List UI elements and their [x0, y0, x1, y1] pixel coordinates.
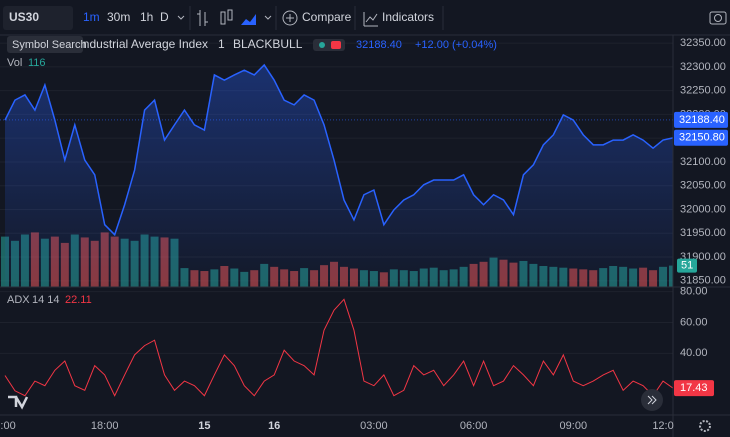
- compare-icon[interactable]: [286, 14, 294, 22]
- market-status: [319, 42, 325, 48]
- tooltip: [7, 36, 83, 53]
- logo[interactable]: [8, 395, 29, 410]
- y-tick-label: 32100.00: [680, 156, 726, 168]
- price-area: [5, 64, 673, 288]
- price-label-box: [674, 111, 728, 128]
- interval[interactable]: D: [160, 10, 169, 24]
- price-line: [4, 63, 673, 237]
- y-tick-label: 32250.00: [680, 85, 726, 97]
- compare-icon[interactable]: [282, 10, 298, 26]
- y-tick-label: 40.00: [680, 347, 708, 359]
- dropdown-icon[interactable]: [177, 15, 185, 20]
- last-price: 32188.40: [356, 39, 402, 51]
- scroll-icon[interactable]: [647, 395, 657, 405]
- y-tick-label: 31950.00: [680, 227, 726, 239]
- indicator-line: [4, 298, 673, 397]
- indicator-label: 17.43: [680, 382, 708, 394]
- snapshot-icon[interactable]: [714, 14, 722, 22]
- area-icon[interactable]: [241, 14, 256, 25]
- dropdown-icon[interactable]: [264, 15, 272, 20]
- y-tick-label: 32300.00: [680, 61, 726, 73]
- settings-icon[interactable]: [699, 420, 711, 432]
- x-tick-label: 06:00: [460, 420, 488, 432]
- candles-icon[interactable]: [220, 9, 233, 25]
- volume-label: 51: [681, 259, 693, 271]
- x-tick-label: 5:00: [0, 420, 16, 432]
- plot-area: [0, 42, 673, 397]
- x-tick-label: 15: [198, 420, 210, 432]
- bars-icon[interactable]: [197, 10, 208, 26]
- x-tick-label: 12:0: [652, 420, 673, 432]
- price-label: 32188.40: [679, 114, 725, 126]
- header-interval: 1: [218, 37, 225, 51]
- volume-readout: 116: [28, 57, 46, 69]
- y-tick-label: 31850.00: [680, 275, 726, 287]
- indicator-readout: 22.11: [65, 294, 92, 306]
- y-tick-label: 60.00: [680, 316, 708, 328]
- price-change: +12.00 (+0.04%): [415, 39, 497, 51]
- indicator-params: 14 14: [32, 294, 60, 306]
- x-tick-label: 09:00: [560, 420, 588, 432]
- y-tick-label: 32050.00: [680, 180, 726, 192]
- price-label: 32150.80: [679, 132, 725, 144]
- y-tick-label: 32350.00: [680, 37, 726, 49]
- x-tick-label: 03:00: [360, 420, 388, 432]
- toolbar: [0, 0, 730, 35]
- compare-button[interactable]: Compare: [302, 10, 352, 24]
- volume-title: Vol: [7, 57, 22, 69]
- data-source: BLACKBULL: [233, 37, 303, 51]
- x-tick-label: 18:00: [91, 420, 119, 432]
- snapshot-icon[interactable]: [709, 11, 727, 25]
- y-tick-label: 80.00: [680, 286, 708, 298]
- interval[interactable]: 1h: [140, 10, 153, 24]
- symbol[interactable]: US30: [9, 10, 39, 24]
- tooltip-text: Symbol Search: [12, 39, 87, 51]
- flag-icon: [331, 41, 341, 49]
- indicator-label-box: [674, 380, 714, 397]
- volume-label-box: [677, 258, 697, 273]
- price-label-box: [674, 129, 728, 146]
- indicators-button[interactable]: Indicators: [382, 10, 434, 24]
- x-tick-label: 16: [268, 420, 280, 432]
- y-tick-label: 32000.00: [680, 203, 726, 215]
- interval[interactable]: 1m: [83, 10, 100, 24]
- symbol-box[interactable]: [3, 6, 73, 30]
- indicators-icon[interactable]: [363, 12, 378, 27]
- indicator-title: ADX: [7, 294, 30, 306]
- interval[interactable]: 30m: [107, 10, 130, 24]
